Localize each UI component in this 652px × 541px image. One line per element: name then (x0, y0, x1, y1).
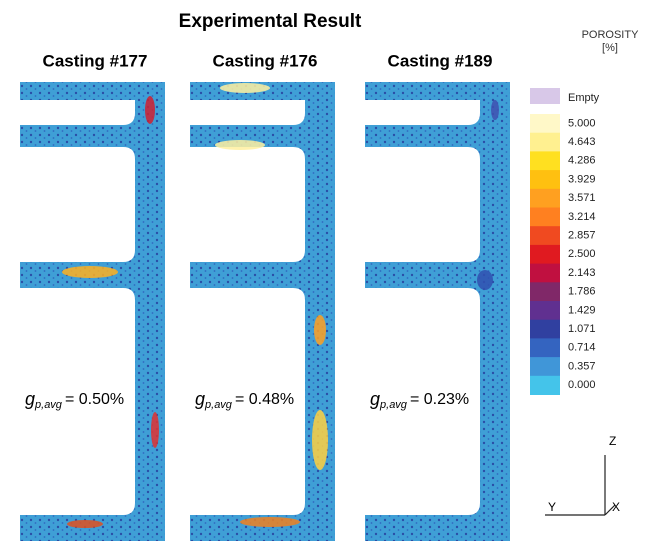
porosity-spot (145, 96, 155, 124)
value-text: = 0.23% (410, 391, 469, 408)
legend-label: 4.643 (568, 136, 596, 148)
legend-label: 2.857 (568, 229, 596, 241)
legend-label: 1.429 (568, 304, 596, 316)
value-text: = 0.48% (235, 391, 294, 408)
legend-label: 2.500 (568, 248, 596, 260)
porosity-spot (491, 100, 499, 120)
legend-swatch (530, 301, 560, 320)
legend-swatch (530, 114, 560, 133)
title: Experimental Result (179, 11, 362, 32)
casting-label: Casting #189 (388, 51, 493, 70)
legend-label: 1.071 (568, 323, 596, 335)
figure: Experimental Result Casting #177gp,avg= … (0, 0, 652, 541)
symbol: g (25, 389, 35, 409)
legend-swatch (530, 338, 560, 357)
legend-swatch (530, 151, 560, 170)
symbol: g (370, 389, 380, 409)
legend-unit: [%] (602, 42, 618, 54)
legend-label: 0.357 (568, 360, 596, 372)
legend-swatch (530, 245, 560, 264)
legend-label: 3.571 (568, 192, 596, 204)
legend-swatch (530, 189, 560, 208)
legend-label: 5.000 (568, 117, 596, 129)
legend-swatch (530, 133, 560, 152)
avg-porosity: gp,avg= 0.48% (195, 389, 294, 411)
legend-swatch (530, 357, 560, 376)
casting (20, 82, 165, 541)
porosity-spot (62, 266, 118, 278)
y-label: Y (548, 500, 556, 514)
porosity-spot (151, 412, 159, 448)
porosity-spot (477, 270, 493, 290)
casting-label: Casting #176 (213, 51, 318, 70)
avg-porosity: gp,avg= 0.50% (25, 389, 124, 411)
value-text: = 0.50% (65, 391, 124, 408)
subscript: p,avg (379, 399, 408, 411)
legend-swatch (530, 282, 560, 301)
porosity-spot (314, 315, 326, 345)
z-label: Z (609, 434, 616, 448)
casting-shape (365, 82, 510, 541)
legend-swatch (530, 376, 560, 395)
x-label: X (612, 500, 620, 514)
symbol: g (195, 389, 205, 409)
legend-swatch (530, 320, 560, 339)
casting (365, 82, 510, 541)
legend-swatch (530, 208, 560, 227)
legend-label: 2.143 (568, 267, 596, 279)
porosity-spot (240, 517, 300, 527)
casting-shape (190, 82, 335, 541)
legend-swatch (530, 264, 560, 283)
casting (190, 82, 335, 541)
legend-label: 4.286 (568, 155, 596, 167)
empty-label: Empty (568, 92, 600, 104)
subscript: p,avg (204, 399, 233, 411)
legend-swatch (530, 226, 560, 245)
legend-label: 0.000 (568, 379, 596, 391)
casting-shape (20, 82, 165, 541)
empty-swatch (530, 88, 560, 104)
casting-label: Casting #177 (43, 51, 148, 70)
legend-label: 3.929 (568, 173, 596, 185)
porosity-spot (220, 83, 270, 93)
legend-title: POROSITY (582, 29, 640, 41)
legend: POROSITY [%] Empty 5.000 4.643 4.286 3.929 3… (530, 29, 639, 395)
legend-swatch (530, 170, 560, 189)
legend-label: 0.714 (568, 342, 596, 354)
porosity-spot (215, 140, 265, 150)
porosity-spot (312, 410, 328, 470)
subscript: p,avg (34, 399, 63, 411)
porosity-spot (67, 520, 103, 528)
avg-porosity: gp,avg= 0.23% (370, 389, 469, 411)
legend-label: 3.214 (568, 211, 596, 223)
legend-label: 1.786 (568, 286, 596, 298)
